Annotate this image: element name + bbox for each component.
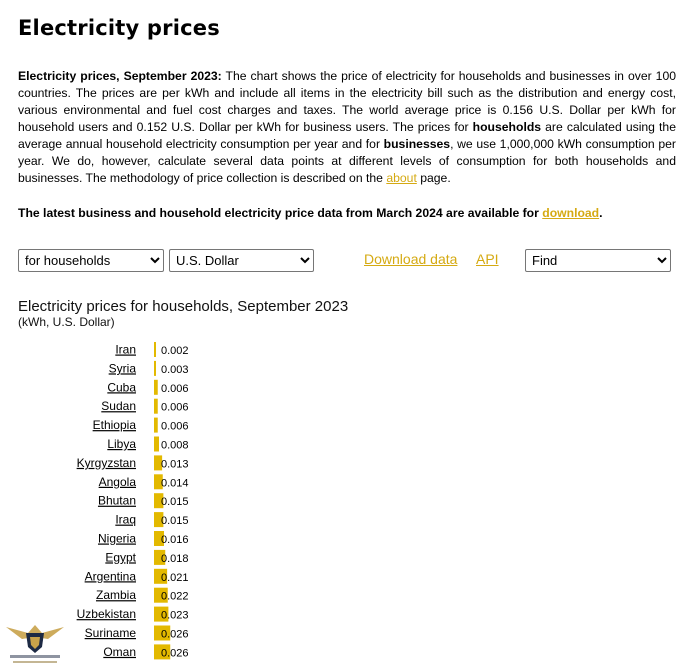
api-link[interactable]: API: [476, 251, 499, 267]
intro-text-4: page.: [416, 171, 451, 185]
price-bar-chart: Iran 0.002 Syria 0.003 Cuba 0.006 Sudan 0.006 Et…: [77, 342, 189, 660]
bar-iraq: [154, 512, 164, 528]
latest-data-notice: The latest business and household electr…: [18, 205, 603, 222]
country-label-bhutan[interactable]: Bhutan: [98, 494, 136, 508]
country-label-syria[interactable]: Syria: [109, 361, 137, 375]
value-label-egypt: 0.018: [161, 553, 189, 565]
value-label-oman: 0.026: [161, 647, 189, 659]
bar-cuba: [154, 379, 158, 395]
value-label-kyrgyzstan: 0.013: [161, 458, 189, 470]
intro-businesses: businesses: [383, 137, 451, 151]
bar-egypt: [154, 549, 166, 565]
bar-suriname: [154, 625, 171, 641]
value-label-sudan: 0.006: [161, 402, 189, 414]
bar-zambia: [154, 587, 168, 603]
value-label-bhutan: 0.015: [161, 496, 189, 508]
page-title: Electricity prices: [18, 16, 220, 40]
bar-libya: [154, 436, 159, 452]
intro-lead: Electricity prices, September 2023:: [18, 69, 222, 83]
bar-kyrgyzstan: [154, 455, 163, 471]
bar-argentina: [154, 568, 168, 584]
intro-text-3: , we use 1,000,000 kWh consumption per y…: [18, 137, 676, 185]
value-label-suriname: 0.026: [161, 629, 189, 641]
intro-households: households: [472, 120, 542, 134]
bar-uzbekistan: [154, 606, 169, 622]
country-label-iraq[interactable]: Iraq: [115, 513, 136, 527]
watermark-logo-icon: [6, 625, 64, 663]
value-label-ethiopia: 0.006: [161, 421, 189, 433]
intro-text-2: are calculated using the average annual …: [18, 120, 676, 151]
value-label-angola: 0.014: [161, 477, 189, 489]
country-label-cuba[interactable]: Cuba: [107, 380, 136, 394]
country-label-zambia[interactable]: Zambia: [96, 588, 136, 602]
bar-oman: [154, 644, 171, 660]
bar-sudan: [154, 398, 158, 414]
bar-angola: [154, 474, 163, 490]
download-inline-link[interactable]: download: [542, 206, 600, 220]
value-label-uzbekistan: 0.023: [161, 610, 189, 622]
chart-subtitle: (kWh, U.S. Dollar): [18, 315, 115, 329]
bar-nigeria: [154, 531, 164, 546]
country-label-egypt[interactable]: Egypt: [105, 550, 136, 564]
about-link[interactable]: about: [386, 171, 417, 185]
value-label-argentina: 0.021: [161, 572, 189, 584]
latest-text: The latest business and household electr…: [18, 206, 543, 220]
country-label-suriname[interactable]: Suriname: [85, 626, 137, 640]
country-label-kyrgyzstan[interactable]: Kyrgyzstan: [77, 456, 136, 470]
country-label-libya[interactable]: Libya: [107, 437, 136, 451]
country-label-iran[interactable]: Iran: [115, 343, 136, 357]
latest-end: .: [599, 206, 603, 220]
country-label-ethiopia[interactable]: Ethiopia: [93, 418, 137, 432]
country-label-sudan[interactable]: Sudan: [101, 399, 136, 413]
currency-select[interactable]: U.S. Dollar: [169, 249, 314, 272]
value-label-iraq: 0.015: [161, 515, 189, 527]
intro-text-1: The chart shows the price of electricity…: [18, 69, 677, 134]
value-label-libya: 0.008: [161, 440, 189, 452]
value-label-iran: 0.002: [161, 345, 189, 357]
intro-paragraph: Electricity prices, September 2023: The …: [18, 68, 676, 187]
country-label-argentina[interactable]: Argentina: [85, 569, 137, 583]
value-label-zambia: 0.022: [161, 591, 189, 603]
bar-iran: [154, 342, 156, 357]
value-label-nigeria: 0.016: [161, 534, 189, 546]
country-label-oman[interactable]: Oman: [103, 645, 136, 659]
bar-syria: [154, 360, 156, 376]
country-label-angola[interactable]: Angola: [99, 475, 137, 489]
find-country-select[interactable]: Find: [525, 249, 671, 272]
consumer-type-select[interactable]: for households: [18, 249, 164, 272]
country-label-uzbekistan[interactable]: Uzbekistan: [77, 607, 136, 621]
value-label-cuba: 0.006: [161, 383, 189, 395]
value-label-syria: 0.003: [161, 364, 189, 376]
chart-title: Electricity prices for households, Septe…: [18, 298, 349, 315]
bar-bhutan: [154, 493, 164, 509]
bar-ethiopia: [154, 417, 158, 433]
country-label-nigeria[interactable]: Nigeria: [98, 532, 136, 546]
download-data-link[interactable]: Download data: [364, 251, 458, 267]
